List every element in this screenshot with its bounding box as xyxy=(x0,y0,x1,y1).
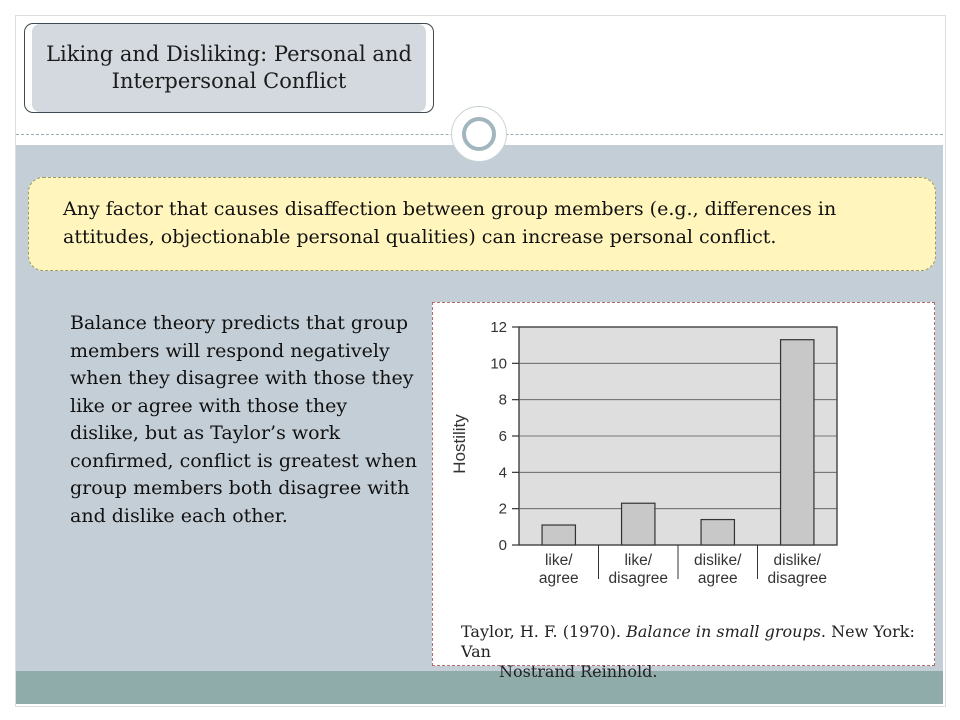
chart-figure: 0 2 4 6 8 10 12 like/agree like/disagree dislike/… xyxy=(432,302,935,681)
x-tick-label: dislike/disagree xyxy=(768,552,827,587)
bar xyxy=(620,502,656,546)
y-tick-label: 12 xyxy=(490,319,507,336)
hostility-bar-chart: 0 2 4 6 8 10 12 like/agree like/disagree dislike/… xyxy=(450,319,838,587)
slide-title: Liking and Disliking: Personal and Inter… xyxy=(46,42,412,93)
callout-text: Any factor that causes disaffection betw… xyxy=(63,198,837,248)
caption-publisher-b: Nostrand Reinhold. xyxy=(499,662,658,681)
circle-ornament xyxy=(451,106,507,162)
y-tick-label: 6 xyxy=(499,428,507,445)
callout-box: Any factor that causes disaffection betw… xyxy=(28,177,936,271)
footer-band xyxy=(16,671,943,704)
x-tick-label: like/disagree xyxy=(609,552,668,587)
x-tick-label: like/agree xyxy=(539,552,579,587)
bar xyxy=(700,518,736,546)
bar xyxy=(779,339,815,546)
bar xyxy=(541,524,577,546)
ring-icon xyxy=(462,117,496,151)
y-tick-label: 0 xyxy=(499,537,507,554)
y-tick-label: 2 xyxy=(499,501,507,518)
y-tick-label: 8 xyxy=(499,392,507,409)
figure-caption: Taylor, H. F. (1970). Balance in small g… xyxy=(461,622,931,682)
title-box: Liking and Disliking: Personal and Inter… xyxy=(24,23,434,113)
caption-author: Taylor, H. F. (1970). xyxy=(461,622,622,641)
caption-publisher-a: . New York: Van xyxy=(461,622,915,661)
y-tick-label: 4 xyxy=(499,464,507,481)
body-paragraph: Balance theory predicts that group membe… xyxy=(70,312,417,527)
x-tick-label: dislike/agree xyxy=(694,552,742,587)
y-axis-label: Hostility xyxy=(450,414,469,474)
caption-work: Balance in small groups xyxy=(626,622,821,641)
y-tick-label: 10 xyxy=(490,355,507,372)
